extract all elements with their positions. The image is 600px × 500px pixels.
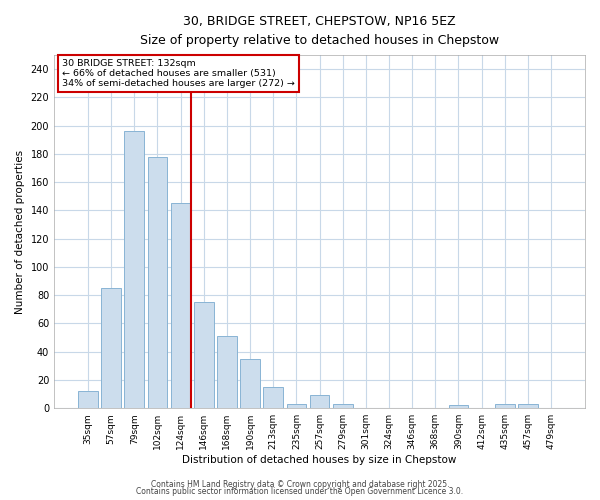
- Title: 30, BRIDGE STREET, CHEPSTOW, NP16 5EZ
Size of property relative to detached hous: 30, BRIDGE STREET, CHEPSTOW, NP16 5EZ Si…: [140, 15, 499, 47]
- Text: 30 BRIDGE STREET: 132sqm
← 66% of detached houses are smaller (531)
34% of semi-: 30 BRIDGE STREET: 132sqm ← 66% of detach…: [62, 58, 295, 88]
- Bar: [148, 157, 167, 408]
- Bar: [287, 404, 306, 408]
- Bar: [78, 392, 98, 408]
- Text: Contains HM Land Registry data © Crown copyright and database right 2025.: Contains HM Land Registry data © Crown c…: [151, 480, 449, 489]
- Bar: [101, 288, 121, 408]
- Bar: [194, 302, 214, 408]
- Y-axis label: Number of detached properties: Number of detached properties: [15, 150, 25, 314]
- Bar: [217, 336, 237, 408]
- Bar: [171, 204, 190, 408]
- Bar: [240, 359, 260, 408]
- Bar: [310, 396, 329, 408]
- Bar: [495, 404, 515, 408]
- Text: Contains public sector information licensed under the Open Government Licence 3.: Contains public sector information licen…: [136, 488, 464, 496]
- X-axis label: Distribution of detached houses by size in Chepstow: Distribution of detached houses by size …: [182, 455, 457, 465]
- Bar: [333, 404, 353, 408]
- Bar: [518, 404, 538, 408]
- Bar: [449, 406, 468, 408]
- Bar: [124, 132, 144, 408]
- Bar: [263, 387, 283, 408]
